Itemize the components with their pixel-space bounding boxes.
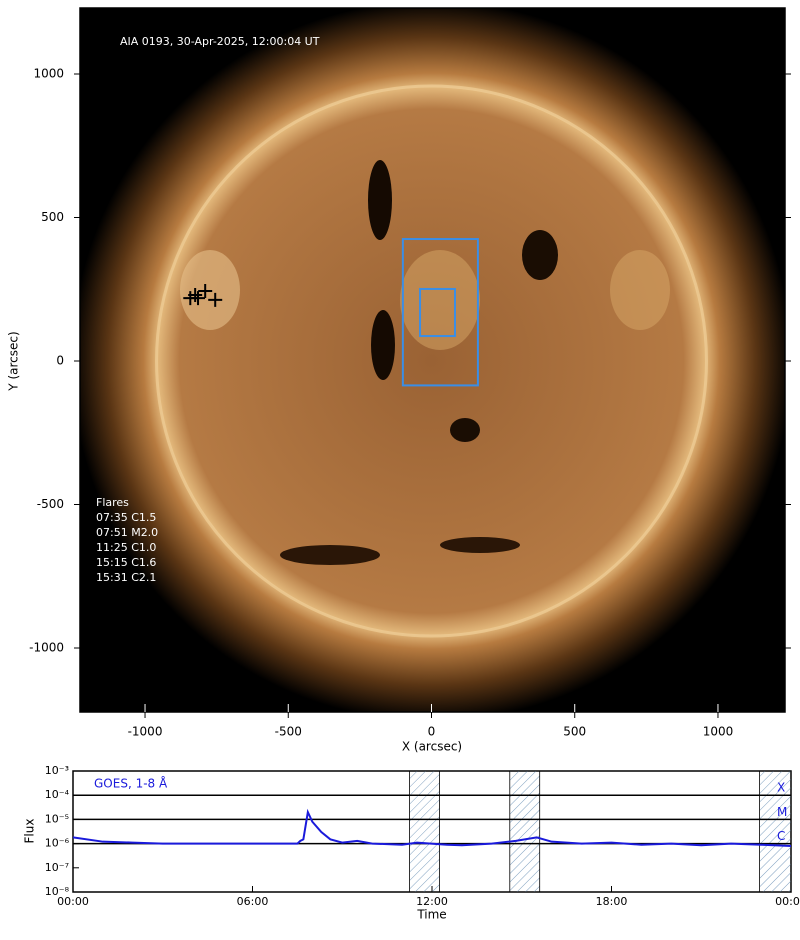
x-axis-label: X (arcsec) xyxy=(402,740,462,754)
flares-title: Flares xyxy=(96,496,129,509)
y-tick-label: 10⁻⁶ xyxy=(45,837,70,850)
x-tick-label: 500 xyxy=(563,725,586,739)
y-tick-label: 10⁻⁸ xyxy=(45,885,70,898)
flux-line xyxy=(72,808,792,847)
flare-marker xyxy=(188,287,203,302)
shaded-interval xyxy=(759,770,792,893)
shaded-interval xyxy=(509,770,541,893)
class-level-label: X xyxy=(777,781,785,795)
flare-marker xyxy=(191,291,206,306)
x-tick-label: 00:00 xyxy=(57,895,89,908)
flare-entry: 15:15 C1.6 xyxy=(96,556,156,569)
y-tick-label: 500 xyxy=(41,210,64,224)
x-tick-label: 18:00 xyxy=(596,895,628,908)
shaded-interval xyxy=(409,770,440,893)
y-axis-label: Flux xyxy=(23,819,37,844)
x-tick-label: 12:00 xyxy=(416,895,448,908)
x-tick-label: 1000 xyxy=(703,725,734,739)
y-tick-label: 10⁻³ xyxy=(45,764,69,777)
y-tick-label: -1000 xyxy=(29,641,64,655)
x-tick-label: -1000 xyxy=(128,725,163,739)
y-tick-label: 10⁻⁵ xyxy=(45,812,69,825)
x-tick-label: 06:00 xyxy=(237,895,269,908)
class-level-label: C xyxy=(777,829,785,843)
x-tick-label: 00:00 xyxy=(775,895,800,908)
x-tick-label: 0 xyxy=(428,725,436,739)
image-title: AIA 0193, 30-Apr-2025, 12:00:04 UT xyxy=(120,35,320,48)
image-frame xyxy=(79,7,786,713)
flare-entry: 07:51 M2.0 xyxy=(96,526,158,539)
flare-entry: 07:35 C1.5 xyxy=(96,511,156,524)
x-axis-label: Time xyxy=(416,908,446,922)
y-tick-label: 1000 xyxy=(33,67,64,81)
y-tick-label: 10⁻⁴ xyxy=(45,788,70,801)
flare-marker xyxy=(208,292,223,307)
sun-image xyxy=(80,8,785,712)
legend-label: GOES, 1-8 Å xyxy=(94,776,168,791)
region-box xyxy=(401,238,479,387)
y-tick-label: -500 xyxy=(37,497,64,511)
flare-entry: 11:25 C1.0 xyxy=(96,541,156,554)
y-tick-label: 0 xyxy=(56,354,64,368)
y-tick-label: 10⁻⁷ xyxy=(45,861,69,874)
flare-marker xyxy=(198,283,213,298)
flare-entry: 15:31 C2.1 xyxy=(96,571,156,584)
y-axis-label: Y (arcsec) xyxy=(7,331,21,391)
x-tick-label: -500 xyxy=(275,725,302,739)
region-box xyxy=(419,287,456,338)
class-level-label: M xyxy=(777,805,787,819)
